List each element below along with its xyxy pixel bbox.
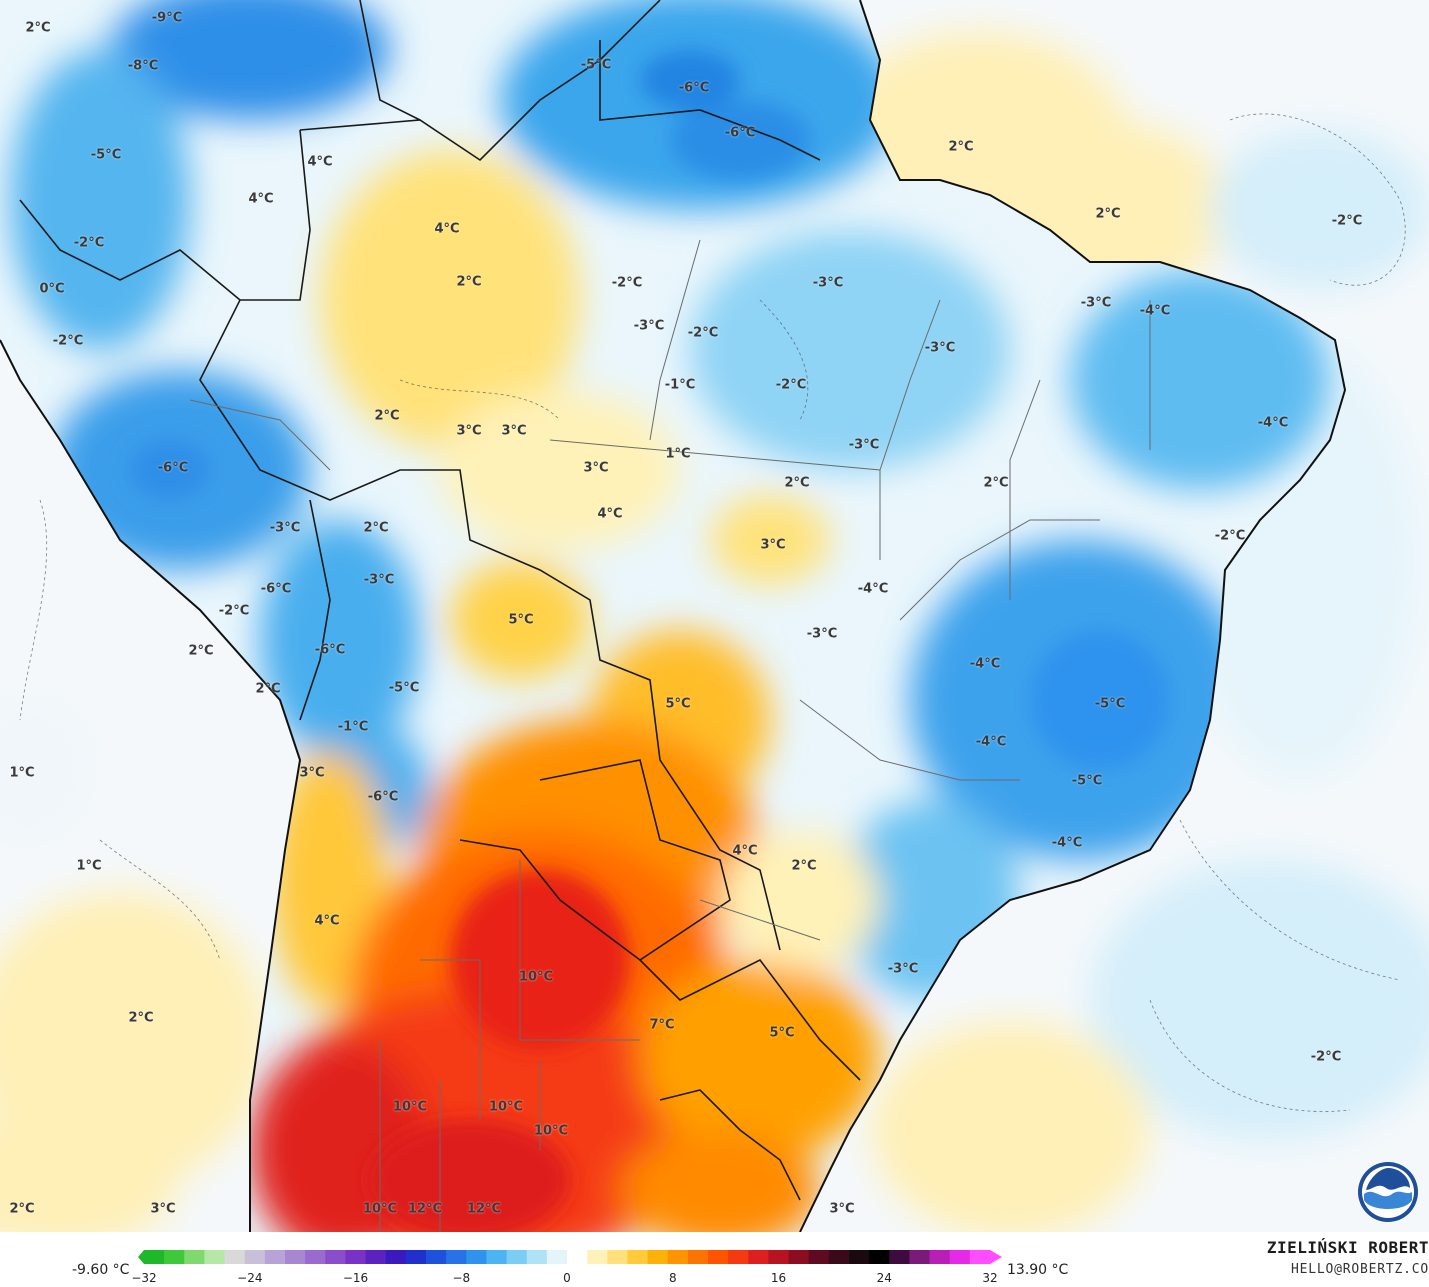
temperature-anomaly-map[interactable]: 2°C -9°C -8°C -5°C -6°C -6°C 2°C 2°C -2°C -5°C 4°C…: [0, 0, 1429, 1232]
scale-swatch: [949, 1250, 971, 1264]
scale-swatch: [667, 1250, 689, 1264]
scale-swatch: [647, 1250, 669, 1264]
noaa-logo-wave: [1364, 1191, 1412, 1209]
scale-tick-label: −24: [237, 1271, 263, 1285]
scale-swatch: [244, 1250, 266, 1264]
zero-contours: [19, 113, 1406, 1112]
country-borders: [19, 0, 861, 1201]
scale-swatch: [728, 1250, 749, 1264]
scale-swatch: [224, 1250, 246, 1264]
scale-swatch: [365, 1250, 387, 1264]
scale-swatch: [687, 1250, 709, 1264]
scale-swatch: [587, 1250, 608, 1264]
scale-tick-label: 0: [563, 1271, 571, 1285]
state-borders: [189, 239, 1151, 1232]
coastline-atlantic: [799, 0, 1347, 1232]
scale-arrow-right: [990, 1250, 1002, 1264]
scale-swatch: [546, 1250, 568, 1264]
scale-swatch: [889, 1250, 911, 1264]
scale-tick-label: 32: [982, 1271, 998, 1285]
scale-swatch: [305, 1250, 326, 1264]
author-credit: ZIELIŃSKI ROBERT: [1266, 1238, 1429, 1257]
scale-swatch: [184, 1250, 206, 1264]
scale-swatch: [285, 1250, 306, 1264]
scale-swatch: [808, 1250, 830, 1264]
scale-tick-label: −32: [131, 1271, 157, 1285]
scale-tick-label: −16: [342, 1271, 369, 1285]
scale-swatch: [345, 1250, 367, 1264]
scale-swatch: [788, 1250, 810, 1264]
scale-swatch: [526, 1250, 548, 1264]
scale-swatch: [708, 1250, 729, 1264]
scale-swatch: [969, 1250, 991, 1264]
scale-swatch: [204, 1250, 226, 1264]
scale-swatch: [144, 1250, 165, 1264]
scale-swatch: [164, 1250, 185, 1264]
scale-swatch: [567, 1250, 588, 1264]
min-value-label: -9.60 °C: [72, 1262, 130, 1278]
scale-tick-label: 16: [770, 1271, 787, 1285]
scale-swatch: [607, 1250, 629, 1264]
max-value-label: 13.90 °C: [1007, 1262, 1069, 1278]
scale-swatch: [748, 1250, 770, 1264]
scale-swatch: [446, 1250, 467, 1264]
scale-tick-label: −8: [452, 1271, 471, 1285]
noaa-logo-icon: [1358, 1162, 1418, 1222]
scale-tick-label: 8: [668, 1271, 677, 1285]
scale-swatch: [869, 1250, 890, 1264]
scale-arrow-left: [138, 1250, 144, 1264]
color-scale-bar: [138, 1250, 1002, 1264]
scale-swatch: [627, 1250, 649, 1264]
scale-swatch: [506, 1250, 528, 1264]
scale-swatch: [828, 1250, 850, 1264]
ocean-anomaly-fields: [0, 0, 1429, 1232]
scale-swatch: [426, 1250, 447, 1264]
scale-swatch: [385, 1250, 407, 1264]
scale-tick-label: 24: [876, 1271, 892, 1285]
scale-swatch: [849, 1250, 870, 1264]
scale-swatch: [768, 1250, 790, 1264]
scale-swatch: [929, 1250, 951, 1264]
noaa-logo-bird: [1366, 1168, 1410, 1190]
map-canvas: [0, 0, 1429, 1232]
scale-swatch: [325, 1250, 347, 1264]
scale-swatch: [909, 1250, 931, 1264]
scale-swatch: [405, 1250, 427, 1264]
scale-swatch: [486, 1250, 508, 1264]
coastline-pacific: [0, 339, 302, 1232]
scale-swatch: [466, 1250, 488, 1264]
contact-email[interactable]: HELLO@ROBERTZ.CO: [1290, 1262, 1429, 1277]
scale-swatch: [264, 1250, 286, 1264]
